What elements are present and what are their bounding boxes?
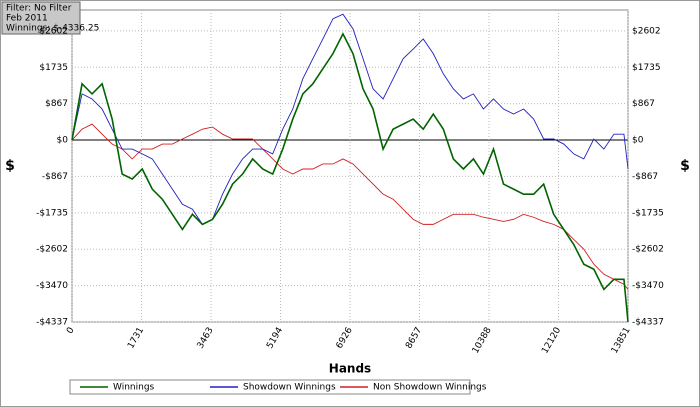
y-tick-label: $0 xyxy=(57,136,69,146)
info-filter: Filter: No Filter xyxy=(6,4,72,14)
y2-tick-label: -$3470 xyxy=(632,281,664,291)
info-box xyxy=(1,1,81,35)
y-tick-label: -$867 xyxy=(42,172,68,182)
y2-tick-label: $2602 xyxy=(632,26,661,36)
info-winnings: Winnings: $-4336.25 xyxy=(6,24,99,34)
series-line xyxy=(71,32,629,323)
series-line xyxy=(71,13,629,225)
y-tick-label: -$2602 xyxy=(36,245,68,255)
y-tick-label: -$1735 xyxy=(36,208,68,218)
y-tick-label: -$3470 xyxy=(36,281,68,291)
legend-label: Non Showdown Winnings xyxy=(373,383,487,393)
y2-tick-label: -$1735 xyxy=(632,208,664,218)
y-axis-label: $ xyxy=(5,158,15,174)
y-tick-label: -$4337 xyxy=(36,318,68,328)
y2-tick-label: $1735 xyxy=(632,63,661,73)
y-tick-label: $1735 xyxy=(39,63,68,73)
y-tick-label: $2602 xyxy=(39,26,68,36)
legend xyxy=(69,379,471,395)
y2-tick-label: $867 xyxy=(632,99,655,109)
x-axis-label: Hands xyxy=(329,362,371,376)
y2-axis-label: $ xyxy=(680,158,690,174)
y2-tick-label: -$867 xyxy=(632,172,658,182)
series-line xyxy=(71,123,629,290)
y2-tick-label: -$2602 xyxy=(632,245,664,255)
legend-label: Winnings xyxy=(113,383,155,393)
y2-tick-label: -$4337 xyxy=(632,318,664,328)
legend-label: Showdown Winnings xyxy=(243,383,336,393)
y2-tick-label: $0 xyxy=(632,136,644,146)
info-date: Feb 2011 xyxy=(6,14,48,24)
y-tick-label: $867 xyxy=(45,99,68,109)
x-tick-label: 0 xyxy=(65,326,77,336)
